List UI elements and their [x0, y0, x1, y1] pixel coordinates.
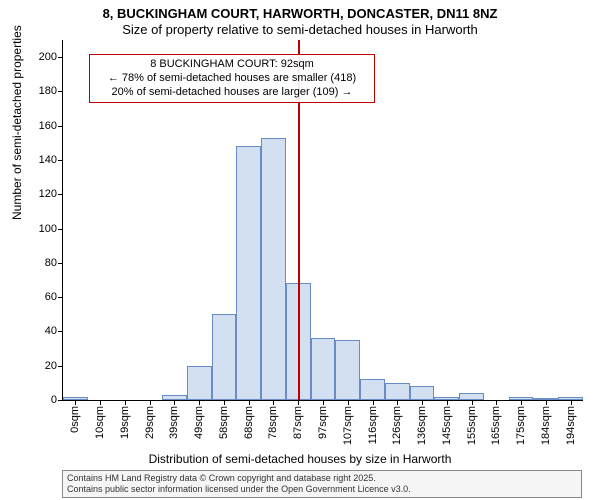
x-tick-label: 10sqm — [94, 406, 106, 439]
x-tick-mark — [447, 400, 448, 405]
x-tick-mark — [100, 400, 101, 405]
x-tick-mark — [199, 400, 200, 405]
x-tick-label: 58sqm — [218, 406, 230, 439]
x-tick-mark — [249, 400, 250, 405]
histogram-bar — [335, 340, 360, 400]
x-tick-label: 136sqm — [416, 406, 428, 445]
x-tick-mark — [422, 400, 423, 405]
x-tick-label: 165sqm — [490, 406, 502, 445]
x-tick-label: 68sqm — [243, 406, 255, 439]
x-tick-label: 97sqm — [317, 406, 329, 439]
attribution-footer: Contains HM Land Registry data © Crown c… — [62, 470, 582, 498]
y-tick-mark — [58, 160, 63, 161]
x-tick-mark — [496, 400, 497, 405]
x-tick-label: 155sqm — [466, 406, 478, 445]
x-tick-mark — [224, 400, 225, 405]
x-tick-mark — [521, 400, 522, 405]
x-tick-mark — [150, 400, 151, 405]
x-tick-label: 145sqm — [441, 406, 453, 445]
x-tick-mark — [397, 400, 398, 405]
annotation-line: 8 BUCKINGHAM COURT: 92sqm — [96, 58, 368, 72]
x-tick-mark — [75, 400, 76, 405]
x-tick-label: 116sqm — [367, 406, 379, 444]
x-tick-label: 29sqm — [144, 406, 156, 439]
y-axis-label: Number of semi-detached properties — [10, 25, 24, 220]
chart-container: 8, BUCKINGHAM COURT, HARWORTH, DONCASTER… — [0, 0, 600, 500]
histogram-bar — [187, 366, 212, 400]
x-tick-label: 175sqm — [515, 406, 527, 445]
y-tick-mark — [58, 263, 63, 264]
histogram-bar — [236, 146, 261, 400]
footer-line-1: Contains HM Land Registry data © Crown c… — [67, 473, 577, 484]
histogram-bar — [360, 379, 385, 400]
x-tick-label: 126sqm — [391, 406, 403, 445]
histogram-bar — [385, 383, 410, 400]
x-tick-mark — [472, 400, 473, 405]
x-tick-label: 184sqm — [540, 406, 552, 445]
y-tick-mark — [58, 331, 63, 332]
x-tick-label: 87sqm — [292, 406, 304, 439]
x-tick-label: 78sqm — [267, 406, 279, 439]
footer-line-2: Contains public sector information licen… — [67, 484, 577, 495]
x-axis-label: Distribution of semi-detached houses by … — [0, 452, 600, 466]
histogram-bar — [261, 138, 286, 400]
y-tick-mark — [58, 57, 63, 58]
y-tick-mark — [58, 400, 63, 401]
y-tick-mark — [58, 91, 63, 92]
annotation-line: 20% of semi-detached houses are larger (… — [96, 86, 368, 100]
y-tick-mark — [58, 194, 63, 195]
x-tick-label: 39sqm — [168, 406, 180, 439]
chart-title-subtitle: Size of property relative to semi-detach… — [0, 22, 600, 37]
plot-area: 0204060801001201401601802000sqm10sqm19sq… — [62, 40, 583, 401]
histogram-bar — [410, 386, 435, 400]
y-tick-mark — [58, 297, 63, 298]
y-tick-mark — [58, 229, 63, 230]
x-tick-mark — [348, 400, 349, 405]
x-tick-label: 49sqm — [193, 406, 205, 439]
annotation-line: ← 78% of semi-detached houses are smalle… — [96, 72, 368, 86]
x-tick-mark — [125, 400, 126, 405]
x-tick-mark — [298, 400, 299, 405]
x-tick-mark — [373, 400, 374, 405]
x-tick-label: 194sqm — [565, 406, 577, 445]
x-tick-label: 0sqm — [69, 406, 81, 433]
x-tick-mark — [323, 400, 324, 405]
x-tick-label: 107sqm — [342, 406, 354, 445]
histogram-bar — [212, 314, 237, 400]
chart-title-address: 8, BUCKINGHAM COURT, HARWORTH, DONCASTER… — [0, 6, 600, 21]
histogram-bar — [311, 338, 336, 400]
y-tick-mark — [58, 366, 63, 367]
x-tick-label: 19sqm — [119, 406, 131, 439]
x-tick-mark — [571, 400, 572, 405]
x-tick-mark — [273, 400, 274, 405]
annotation-box: 8 BUCKINGHAM COURT: 92sqm← 78% of semi-d… — [89, 54, 375, 103]
x-tick-mark — [546, 400, 547, 405]
x-tick-mark — [174, 400, 175, 405]
y-tick-mark — [58, 126, 63, 127]
histogram-bar — [459, 393, 484, 400]
